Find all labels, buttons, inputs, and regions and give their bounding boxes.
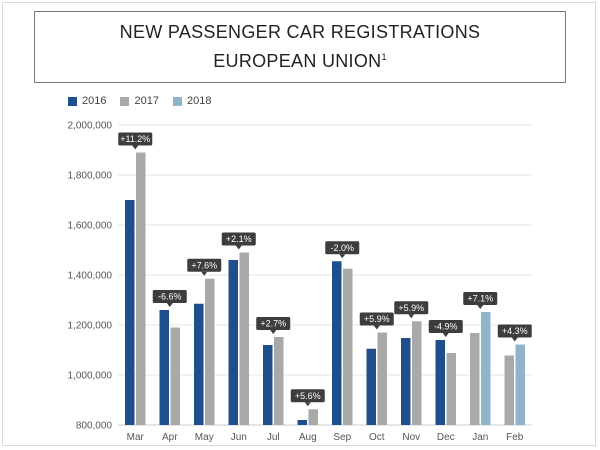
bar-nov-2017 xyxy=(412,321,422,425)
annotation-pointer xyxy=(442,333,449,337)
bar-jan-2018 xyxy=(481,312,491,425)
chart-title-line-1: NEW PASSENGER CAR REGISTRATIONS xyxy=(119,22,481,42)
legend-swatch-2017 xyxy=(120,96,130,106)
annotation-label: -6.6% xyxy=(158,292,182,302)
bar-oct-2017 xyxy=(377,332,387,425)
bar-feb-2018 xyxy=(515,344,525,425)
legend-item-2016: 2016 xyxy=(68,95,106,107)
x-tick-label: Mar xyxy=(127,432,145,443)
x-tick-label: Oct xyxy=(369,432,385,443)
annotation-box xyxy=(325,241,360,255)
legend-item-2017: 2017 xyxy=(120,95,159,107)
annotation-box xyxy=(256,317,291,330)
annotation-label: +5.9% xyxy=(364,314,390,324)
slide-frame xyxy=(2,2,596,446)
annotation-pointer xyxy=(408,314,415,319)
annotation-pointer xyxy=(166,303,173,307)
annotation-box xyxy=(290,389,325,403)
annotation-box xyxy=(463,292,498,305)
annotation-label: +2.1% xyxy=(226,234,252,244)
bar-apr-2017 xyxy=(170,327,180,425)
chart-legend: 2016 2017 2018 xyxy=(68,95,225,107)
annotation-box xyxy=(428,320,463,333)
chart-title-line-2-text: EUROPEAN UNION xyxy=(213,51,382,71)
annotation-pointer xyxy=(511,337,518,342)
annotation-pointer xyxy=(373,325,380,330)
title-footnote-marker: 1 xyxy=(381,52,387,62)
bar-mar-2016 xyxy=(125,200,135,425)
annotation-pointer xyxy=(477,305,484,309)
bar-may-2016 xyxy=(194,303,204,425)
annotation-pointer xyxy=(304,402,311,407)
x-tick-label: Aug xyxy=(299,432,317,443)
annotation-label: +7.1% xyxy=(467,294,493,304)
bar-sep-2016 xyxy=(332,261,342,425)
chart-title-line-2: EUROPEAN UNION1 xyxy=(213,45,387,74)
x-tick-label: Dec xyxy=(437,432,455,443)
bar-nov-2016 xyxy=(401,338,411,425)
y-tick-label: 1,600,000 xyxy=(68,221,113,232)
bar-aug-2016 xyxy=(297,420,307,425)
y-tick-label: 800,000 xyxy=(76,421,113,432)
bar-sep-2017 xyxy=(343,268,353,425)
annotation-box xyxy=(497,324,532,338)
x-tick-label: Jun xyxy=(231,432,247,443)
bar-may-2017 xyxy=(205,278,215,425)
annotation-pointer xyxy=(201,271,208,276)
y-tick-label: 1,800,000 xyxy=(68,171,113,182)
x-tick-label: Nov xyxy=(402,432,420,443)
annotation-label: +5.6% xyxy=(295,391,321,401)
annotation-label: +11.2% xyxy=(120,134,150,144)
x-tick-label: May xyxy=(195,432,214,443)
annotation-label: +5.9% xyxy=(398,303,424,313)
annotation-box xyxy=(152,290,187,303)
annotation-box xyxy=(359,312,394,326)
annotation-label: -4.9% xyxy=(434,322,458,332)
y-tick-label: 1,400,000 xyxy=(68,271,113,282)
annotation-label: +4.3% xyxy=(502,326,528,336)
annotation-box xyxy=(221,232,256,246)
annotation-pointer xyxy=(132,145,139,150)
annotation-box xyxy=(394,301,429,315)
legend-label-2017: 2017 xyxy=(134,95,159,107)
bar-jun-2017 xyxy=(239,252,249,425)
annotation-box xyxy=(118,132,153,146)
legend-label-2018: 2018 xyxy=(186,95,212,107)
x-tick-label: Jul xyxy=(267,432,280,443)
annotation-pointer xyxy=(339,254,346,259)
legend-item-2018: 2018 xyxy=(172,95,212,107)
bar-jul-2016 xyxy=(263,345,273,425)
y-tick-label: 1,000,000 xyxy=(68,371,113,382)
legend-label-2016: 2016 xyxy=(82,95,107,107)
bar-jul-2017 xyxy=(274,337,284,425)
x-tick-label: Feb xyxy=(506,432,524,443)
x-tick-label: Sep xyxy=(333,432,351,443)
legend-swatch-2016 xyxy=(68,96,77,106)
bar-dec-2017 xyxy=(446,353,456,425)
legend-swatch-2018 xyxy=(172,96,182,106)
y-tick-label: 1,200,000 xyxy=(68,321,113,332)
bar-mar-2017 xyxy=(136,152,146,425)
bar-oct-2016 xyxy=(366,348,376,425)
annotation-pointer xyxy=(270,330,277,334)
bar-jun-2016 xyxy=(228,260,238,425)
annotation-box xyxy=(187,258,222,272)
bar-feb-2017 xyxy=(504,355,514,425)
bar-apr-2016 xyxy=(159,310,169,425)
title-box: NEW PASSENGER CAR REGISTRATIONS EUROPEAN… xyxy=(34,11,566,83)
annotation-label: +2.7% xyxy=(260,319,286,329)
bar-dec-2016 xyxy=(435,340,445,425)
bar-aug-2017 xyxy=(308,409,318,425)
annotation-label: -2.0% xyxy=(330,243,354,253)
bar-jan-2017 xyxy=(470,333,480,425)
annotation-label: +7.6% xyxy=(191,260,217,270)
x-tick-label: Apr xyxy=(162,432,178,443)
x-tick-label: Jan xyxy=(472,432,488,443)
annotation-pointer xyxy=(235,245,242,250)
y-tick-label: 2,000,000 xyxy=(68,121,113,132)
